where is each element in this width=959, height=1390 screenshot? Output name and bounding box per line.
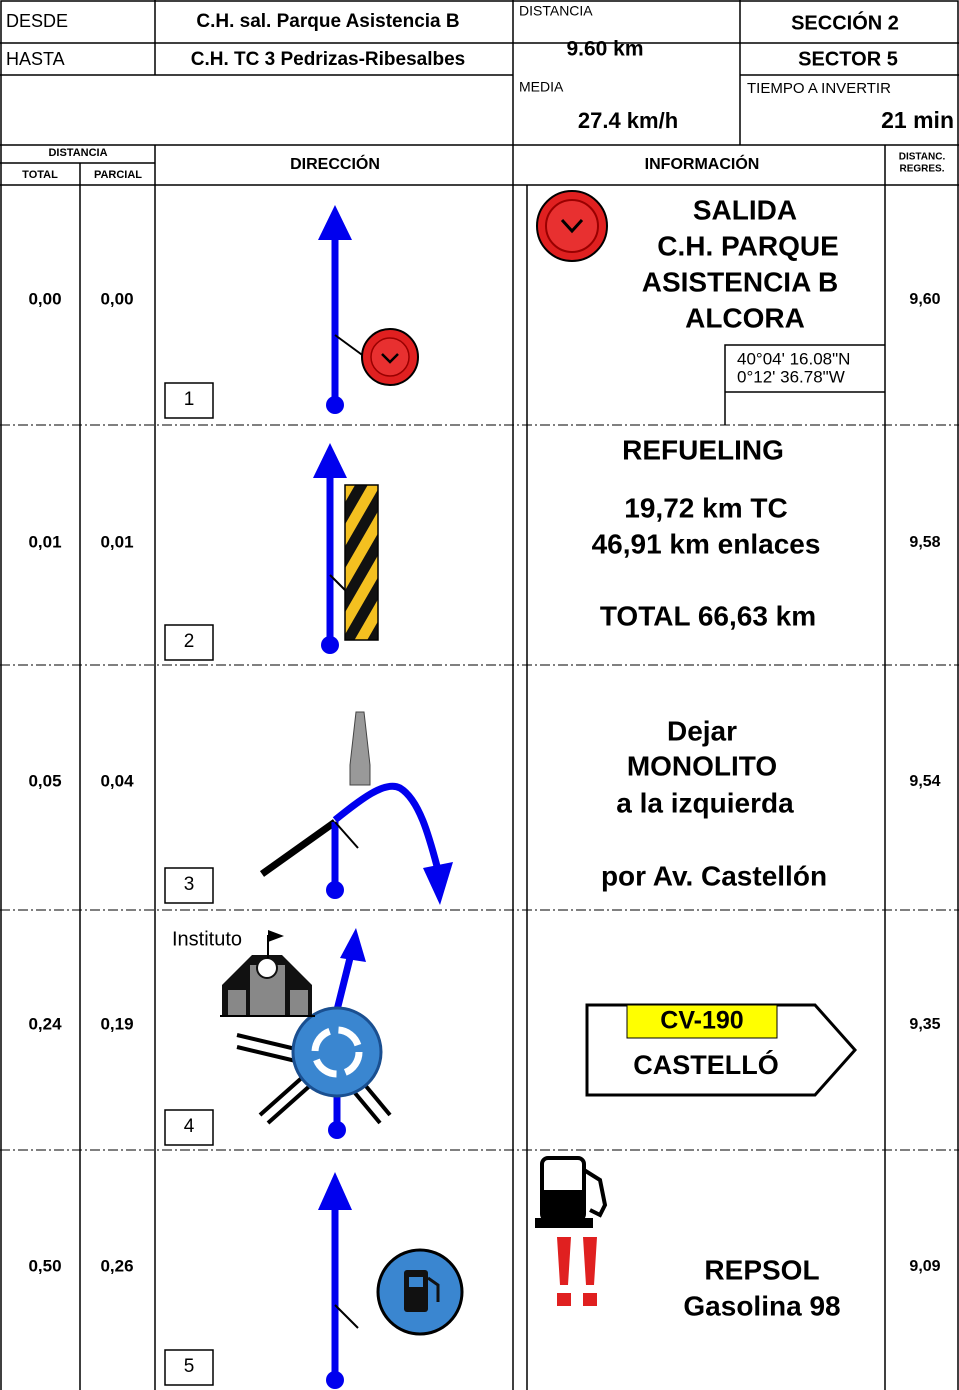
note-number: 4 [184,1116,195,1137]
total-distance: 0,00 [28,289,61,308]
label: DISTANCIA [519,3,593,19]
col-header: TOTAL [22,169,58,181]
coordinates: 0°12' 36.78"W [737,367,845,386]
col-header: DISTANC. [899,152,946,163]
section: SECCIÓN 2 [791,10,899,34]
partial-distance: 0,26 [100,1256,133,1275]
note-number: 1 [184,389,195,410]
partial-distance: 0,19 [100,1014,133,1033]
col-header: DISTANCIA [48,147,107,159]
distance: 9.60 km [566,38,643,61]
coordinates: 40°04' 16.08"N [737,349,850,368]
label: HASTA [6,49,65,69]
partial-distance: 0,04 [100,771,134,790]
partial-distance: 0,01 [100,532,133,551]
col-header: PARCIAL [94,169,142,181]
col-header: DIRECCIÓN [290,154,380,173]
info-text: Dejar [667,715,737,746]
remaining-distance: 9,58 [909,534,940,551]
info-text: Gasolina 98 [683,1290,840,1321]
time: 21 min [881,107,954,133]
total-distance: 0,01 [28,532,61,551]
col-header: INFORMACIÓN [645,154,760,173]
info-text: ALCORA [685,302,805,333]
note-number: 3 [184,874,195,895]
row-5-icons [318,1156,608,1389]
info-text: C.H. PARQUE [657,230,839,261]
road-sign: CASTELLÓ [633,1049,779,1080]
info-text: MONOLITO [627,750,777,781]
total-distance: 0,50 [28,1256,61,1275]
partial-distance: 0,00 [100,289,133,308]
from: C.H. sal. Parque Asistencia B [196,11,459,32]
label: TIEMPO A INVERTIR [747,80,891,97]
remaining-distance: 9,54 [909,773,940,790]
total-distance: 0,24 [28,1014,62,1033]
info-text: 19,72 km TC [624,492,787,523]
row-2-icons [313,443,379,654]
info-text: por Av. Castellón [601,860,827,891]
row-3-icons [259,711,453,905]
info-text: ASISTENCIA B [642,266,839,297]
info-text: 46,91 km enlaces [592,528,821,559]
row-4-icons [220,928,858,1139]
average-speed: 27.4 km/h [578,108,678,133]
label: DESDE [6,11,68,31]
row-1-icons [318,190,885,425]
info-text: TOTAL 66,63 km [600,600,816,631]
info-text: SALIDA [693,194,797,225]
number-boxes [164,382,214,1386]
note-number: 5 [184,1356,195,1377]
to: C.H. TC 3 Pedrizas-Ribesalbes [191,49,466,70]
remaining-distance: 9,60 [909,291,940,308]
info-text: REPSOL [704,1254,819,1285]
remaining-distance: 9,35 [909,1016,940,1033]
info-text: REFUELING [622,434,784,465]
sector: SECTOR 5 [798,48,898,70]
total-distance: 0,05 [28,771,61,790]
landmark: Instituto [172,928,242,950]
note-number: 2 [184,631,195,652]
col-header: REGRES. [899,164,944,175]
remaining-distance: 9,09 [909,1258,940,1275]
info-text: a la izquierda [616,787,794,818]
label: MEDIA [519,79,564,95]
road-sign: CV-190 [660,1007,743,1035]
